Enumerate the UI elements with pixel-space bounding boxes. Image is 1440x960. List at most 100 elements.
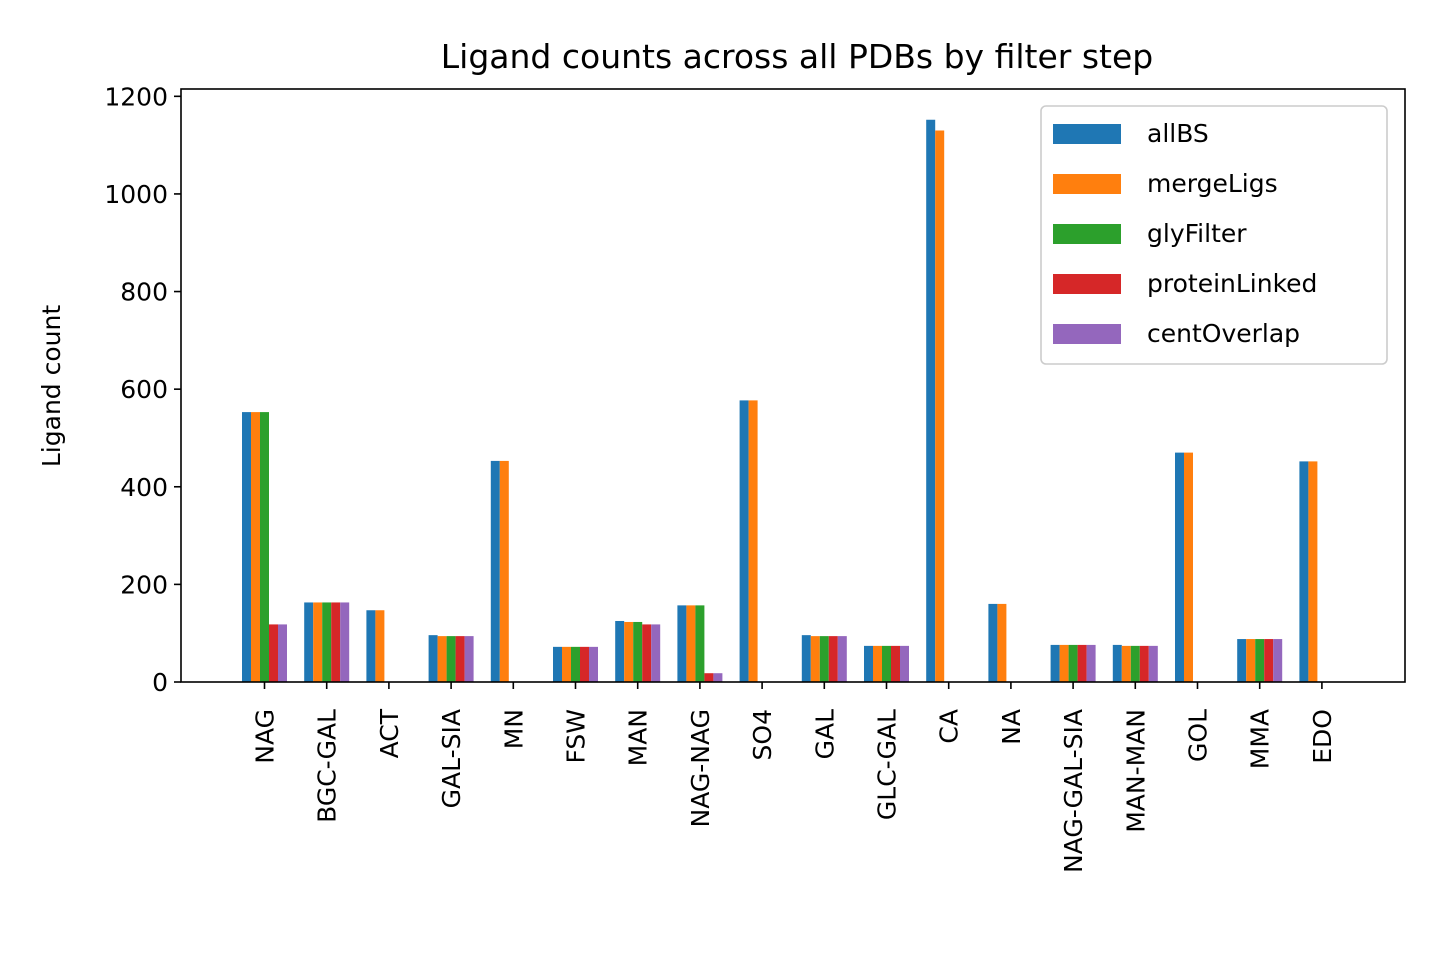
bar-mergeLigs-EDO xyxy=(1308,461,1318,682)
bar-centOverlap-NAG xyxy=(278,624,287,682)
bar-allBS-SO4 xyxy=(739,400,749,682)
bar-mergeLigs-NA xyxy=(997,603,1007,682)
x-tick-label: BGC-GAL xyxy=(313,709,342,823)
bar-proteinLinked-NAG-NAG xyxy=(704,673,714,682)
x-tick-label: MN xyxy=(499,709,528,749)
y-tick-label: 400 xyxy=(120,473,168,502)
bar-centOverlap-NAG-GAL-SIA xyxy=(1086,644,1096,682)
bar-centOverlap-GAL xyxy=(837,636,847,682)
bar-mergeLigs-CA xyxy=(935,130,945,683)
bar-glyFilter-GAL-SIA xyxy=(446,636,456,682)
legend-box xyxy=(1040,105,1388,365)
y-tick-label: 200 xyxy=(120,570,168,599)
bar-centOverlap-BGC-GAL xyxy=(340,602,350,682)
y-tick-label: 1200 xyxy=(104,82,168,111)
bar-centOverlap-MAN xyxy=(651,624,661,682)
bar-proteinLinked-MAN xyxy=(642,624,652,682)
bar-mergeLigs-MN xyxy=(499,460,509,682)
legend-label-proteinLinked: proteinLinked xyxy=(1147,269,1317,298)
bar-centOverlap-GAL-SIA xyxy=(464,636,474,682)
bar-proteinLinked-GAL-SIA xyxy=(455,636,465,682)
x-tick-label: SO4 xyxy=(748,709,777,760)
legend-label-centOverlap: centOverlap xyxy=(1147,319,1300,348)
bar-mergeLigs-GAL-SIA xyxy=(437,636,447,682)
legend-label-mergeLigs: mergeLigs xyxy=(1147,169,1278,198)
bar-allBS-CA xyxy=(926,119,936,682)
bar-glyFilter-BGC-GAL xyxy=(322,602,332,682)
bar-mergeLigs-FSW xyxy=(562,646,571,682)
bar-mergeLigs-NAG xyxy=(251,412,260,682)
x-tick-label: GAL-SIA xyxy=(437,709,466,808)
x-tick-label: NAG xyxy=(251,709,280,764)
bar-allBS-MMA xyxy=(1237,639,1247,682)
bar-centOverlap-MAN-MAN xyxy=(1148,645,1158,682)
plot-frame xyxy=(180,88,1406,683)
bar-glyFilter-NAG xyxy=(260,412,269,682)
bar-proteinLinked-MAN-MAN xyxy=(1139,645,1149,682)
bar-centOverlap-GLC-GAL xyxy=(900,645,909,682)
x-axis: NAG BGC-GAL ACT GAL-SIA MN FSW MAN NAG-NAG SO4 GA… xyxy=(251,682,1337,873)
x-tick-label: ACT xyxy=(375,708,404,758)
bar-proteinLinked-GAL xyxy=(828,636,838,682)
bar-mergeLigs-MAN xyxy=(624,621,634,682)
x-tick-label: GAL xyxy=(810,709,839,759)
bar-proteinLinked-MMA xyxy=(1264,639,1274,682)
bar-glyFilter-NAG-GAL-SIA xyxy=(1068,644,1078,682)
bar-allBS-MAN xyxy=(615,620,625,682)
bar-glyFilter-FSW xyxy=(571,646,580,682)
x-tick-label: MMA xyxy=(1246,709,1275,769)
bar-centOverlap-MMA xyxy=(1273,639,1283,682)
bar-mergeLigs-SO4 xyxy=(748,400,758,682)
bar-allBS-NAG xyxy=(242,412,251,682)
bar-mergeLigs-NAG-GAL-SIA xyxy=(1059,644,1069,682)
bar-allBS-NA xyxy=(988,603,998,682)
bar-mergeLigs-GOL xyxy=(1184,452,1193,682)
bar-mergeLigs-BGC-GAL xyxy=(313,602,323,682)
legend-swatch-proteinLinked xyxy=(1053,274,1121,294)
legend: allBS mergeLigs glyFilter proteinLinked cent… xyxy=(1040,105,1388,365)
bar-mergeLigs-GAL xyxy=(810,636,820,682)
chart-title: Ligand counts across all PDBs by filter … xyxy=(441,37,1153,76)
bar-mergeLigs-NAG-NAG xyxy=(686,605,696,682)
bar-allBS-GAL-SIA xyxy=(428,635,438,682)
bar-glyFilter-MAN-MAN xyxy=(1130,645,1140,682)
bar-glyFilter-MAN xyxy=(633,621,643,682)
y-tick-label: 1000 xyxy=(104,180,168,209)
y-tick-label: 800 xyxy=(120,278,168,307)
bar-allBS-NAG-GAL-SIA xyxy=(1050,644,1060,682)
legend-swatch-centOverlap xyxy=(1053,324,1121,344)
bar-glyFilter-NAG-NAG xyxy=(695,605,705,682)
bar-glyFilter-GAL xyxy=(819,636,829,682)
x-tick-label: MAN-MAN xyxy=(1121,709,1150,833)
bar-glyFilter-GLC-GAL xyxy=(882,645,891,682)
bar-allBS-BGC-GAL xyxy=(304,602,314,682)
x-tick-label: NA xyxy=(997,709,1026,745)
x-tick-label: CA xyxy=(935,709,964,744)
bar-allBS-GAL xyxy=(801,635,811,682)
x-tick-label: EDO xyxy=(1308,709,1337,764)
bar-allBS-MAN-MAN xyxy=(1112,644,1122,682)
bar-centOverlap-NAG-NAG xyxy=(713,673,723,682)
bar-mergeLigs-MAN-MAN xyxy=(1121,645,1131,682)
bar-proteinLinked-BGC-GAL xyxy=(331,602,341,682)
bar-allBS-NAG-NAG xyxy=(677,605,687,682)
bar-proteinLinked-GLC-GAL xyxy=(891,645,900,682)
bar-allBS-GOL xyxy=(1175,452,1184,682)
x-tick-label: NAG-GAL-SIA xyxy=(1059,709,1088,873)
x-tick-label: NAG-NAG xyxy=(686,709,715,828)
bar-allBS-FSW xyxy=(553,646,562,682)
x-tick-label: GLC-GAL xyxy=(873,709,902,820)
legend-swatch-mergeLigs xyxy=(1053,174,1121,194)
legend-swatch-glyFilter xyxy=(1053,224,1121,244)
bar-proteinLinked-NAG-GAL-SIA xyxy=(1077,644,1087,682)
bar-mergeLigs-GLC-GAL xyxy=(873,645,882,682)
x-tick-label: MAN xyxy=(624,709,653,766)
y-axis-label: Ligand count xyxy=(37,305,66,467)
bar-proteinLinked-NAG xyxy=(269,624,278,682)
bar-allBS-GLC-GAL xyxy=(864,645,873,682)
y-tick-label: 0 xyxy=(152,668,168,697)
legend-label-allBS: allBS xyxy=(1147,119,1209,148)
bar-centOverlap-FSW xyxy=(589,646,598,682)
bar-mergeLigs-MMA xyxy=(1246,639,1256,682)
bar-proteinLinked-FSW xyxy=(580,646,589,682)
